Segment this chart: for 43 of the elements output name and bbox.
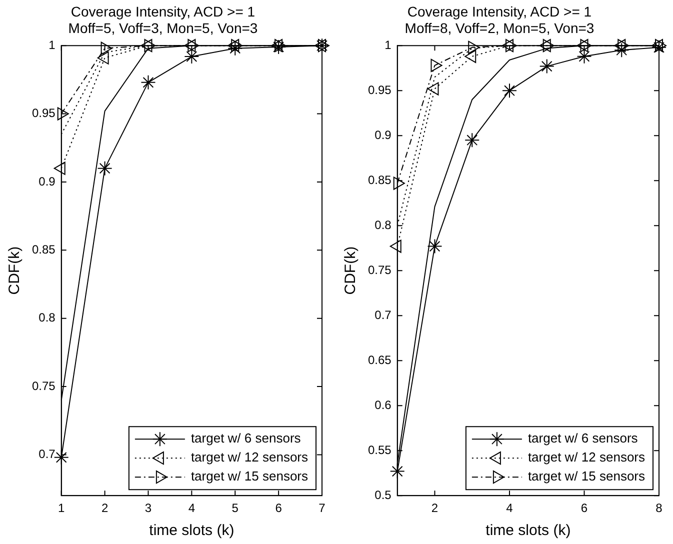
y-tick-label: 1 — [48, 38, 56, 52]
y-tick-label: 0.9 — [38, 174, 56, 188]
chart-subtitle: Moff=8, Voff=2, Mon=5, Von=3 — [404, 20, 594, 36]
chart-title: Coverage Intensity, ACD >= 1 — [407, 3, 592, 20]
y-tick-label: 0.7 — [38, 447, 56, 462]
y-tick-label: 0.55 — [368, 442, 392, 457]
x-tick-label: 7 — [318, 501, 326, 516]
x-tick-label: 4 — [188, 501, 196, 516]
y-axis-title: CDF(k) — [342, 246, 360, 295]
chart-title: Coverage Intensity, ACD >= 1 — [70, 3, 256, 20]
x-tick-label: 6 — [580, 501, 588, 516]
legend-label: target w/ 15 sensors — [528, 468, 646, 484]
y-tick-label: 0.8 — [38, 310, 56, 325]
legend-label: target w/ 6 sensors — [528, 430, 638, 446]
legend-label: target w/ 12 sensors — [190, 450, 308, 465]
x-tick-label: 5 — [232, 501, 239, 516]
y-tick-label: 0.95 — [32, 106, 56, 120]
x-tick-label: 3 — [144, 501, 152, 516]
y-tick-label: 0.7 — [374, 308, 392, 322]
y-tick-label: 0.75 — [32, 378, 56, 393]
x-axis-title: time slots (k) — [486, 522, 571, 540]
y-tick-label: 0.75 — [368, 262, 392, 277]
chart-subtitle: Moff=5, Voff=3, Mon=5, Von=3 — [68, 20, 258, 36]
x-axis-title: time slots (k) — [149, 522, 234, 540]
x-tick-label: 6 — [275, 501, 282, 516]
x-tick-label: 2 — [101, 501, 108, 516]
legend-label: target w/ 6 sensors — [190, 430, 302, 446]
legend-label: target w/ 15 sensors — [190, 468, 308, 484]
y-tick-label: 0.65 — [368, 352, 392, 367]
y-tick-label: 0.85 — [368, 172, 392, 187]
x-tick-label: 8 — [656, 501, 663, 516]
y-tick-label: 0.6 — [374, 398, 392, 412]
x-tick-label: 2 — [431, 501, 438, 516]
y-tick-label: 0.5 — [374, 488, 392, 502]
y-tick-label: 0.95 — [368, 82, 392, 97]
y-tick-label: 0.9 — [374, 128, 392, 142]
y-tick-label: 0.85 — [32, 242, 56, 256]
y-tick-label: 0.8 — [374, 218, 392, 232]
y-axis-title: CDF(k) — [6, 246, 24, 295]
y-tick-label: 1 — [384, 38, 392, 52]
x-tick-label: 1 — [58, 501, 66, 516]
legend-label: target w/ 12 sensors — [528, 450, 646, 465]
x-tick-label: 4 — [506, 501, 514, 516]
